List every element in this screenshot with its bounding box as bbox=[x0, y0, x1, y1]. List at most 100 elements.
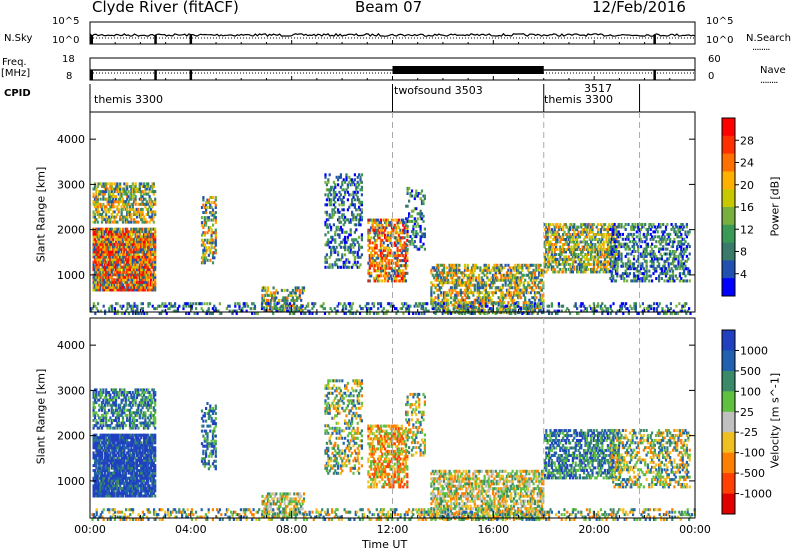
echo-cell bbox=[379, 251, 382, 255]
echo-cell bbox=[209, 302, 212, 306]
echo-cell bbox=[293, 298, 296, 302]
echo-cell bbox=[605, 267, 608, 271]
echo-cell bbox=[663, 230, 666, 234]
echo-cell bbox=[149, 218, 153, 222]
echo-cell bbox=[487, 263, 490, 267]
echo-cell bbox=[678, 267, 681, 271]
echo-cell bbox=[112, 205, 115, 209]
echo-cell bbox=[152, 220, 155, 224]
echo-cell bbox=[602, 255, 605, 259]
echo-cell bbox=[121, 285, 125, 289]
echo-cell bbox=[381, 261, 384, 265]
echo-cell bbox=[252, 307, 255, 311]
echo-cell bbox=[658, 235, 661, 239]
echo-cell bbox=[413, 222, 416, 226]
echo-cell bbox=[368, 271, 371, 275]
echo-cell bbox=[678, 230, 681, 234]
echo-cell bbox=[265, 303, 268, 307]
echo-cell bbox=[119, 200, 122, 204]
echo-cell bbox=[635, 242, 638, 246]
echo-cell bbox=[96, 197, 99, 201]
echo-cell bbox=[339, 193, 342, 197]
echo-cell bbox=[510, 286, 513, 290]
echo-cell bbox=[451, 278, 454, 282]
echo-cell bbox=[494, 263, 497, 267]
echo-cell bbox=[102, 195, 105, 199]
echo-cell bbox=[135, 275, 139, 279]
echo-cell bbox=[438, 306, 441, 310]
echo-cell bbox=[332, 198, 335, 202]
echo-cell bbox=[128, 192, 132, 196]
echo-cell bbox=[119, 227, 122, 231]
echo-cell bbox=[615, 238, 618, 241]
echo-cell bbox=[114, 230, 118, 234]
echo-cell bbox=[140, 288, 143, 292]
echo-cell bbox=[205, 201, 208, 204]
echo-cell bbox=[567, 230, 570, 234]
echo-cell bbox=[395, 231, 398, 235]
echo-cell bbox=[435, 266, 439, 270]
echo-cell bbox=[341, 188, 344, 192]
echo-cell bbox=[92, 253, 95, 256]
echo-cell bbox=[114, 255, 118, 259]
echo-cell bbox=[349, 230, 352, 234]
echo-cell bbox=[339, 240, 342, 244]
echo-cell bbox=[504, 308, 507, 312]
echo-cell bbox=[378, 233, 381, 237]
echo-cell bbox=[96, 235, 99, 239]
echo-cell bbox=[441, 263, 444, 267]
echo-cell bbox=[493, 263, 496, 267]
echo-cell bbox=[265, 291, 268, 295]
echo-cell bbox=[632, 232, 636, 236]
echo-cell bbox=[337, 183, 340, 187]
echo-cell bbox=[606, 248, 609, 251]
echo-cell bbox=[673, 264, 676, 268]
echo-cell bbox=[301, 288, 304, 292]
echo-cell bbox=[338, 210, 341, 214]
echo-cell bbox=[397, 271, 401, 275]
echo-cell bbox=[381, 266, 384, 270]
echo-cell bbox=[409, 192, 412, 195]
echo-cell bbox=[687, 230, 690, 234]
echo-cell bbox=[123, 278, 126, 282]
echo-cell bbox=[399, 231, 402, 235]
echo-cell bbox=[448, 271, 451, 275]
echo-cell bbox=[605, 250, 608, 254]
echo-cell bbox=[120, 283, 123, 287]
echo-cell bbox=[149, 280, 153, 284]
echo-cell bbox=[130, 218, 133, 222]
echo-cell bbox=[581, 255, 584, 259]
echo-cell bbox=[659, 247, 662, 251]
echo-cell bbox=[403, 246, 406, 250]
echo-cell bbox=[96, 278, 99, 282]
echo-cell bbox=[117, 232, 120, 236]
echo-cell bbox=[102, 258, 105, 262]
echo-cell bbox=[151, 263, 154, 267]
echo-cell bbox=[133, 273, 136, 277]
echo-cell bbox=[406, 307, 409, 311]
echo-cell bbox=[368, 256, 371, 260]
echo-cell bbox=[137, 190, 140, 194]
echo-cell bbox=[574, 233, 577, 236]
echo-cell bbox=[133, 260, 136, 264]
echo-cell bbox=[144, 247, 147, 251]
echo-cell bbox=[130, 253, 133, 256]
echo-cell bbox=[552, 233, 555, 236]
echo-cell bbox=[124, 250, 127, 254]
echo-cell bbox=[214, 206, 217, 209]
echo-cell bbox=[124, 220, 127, 224]
echo-cell bbox=[487, 296, 490, 300]
echo-cell bbox=[567, 255, 570, 259]
echo-cell bbox=[583, 245, 586, 249]
echo-cell bbox=[128, 263, 132, 267]
echo-cell bbox=[116, 253, 119, 256]
echo-cell bbox=[358, 183, 361, 187]
echo-cell bbox=[538, 308, 541, 312]
echo-cell bbox=[105, 187, 108, 191]
echo-cell bbox=[327, 193, 330, 197]
echo-cell bbox=[570, 250, 573, 254]
echo-cell bbox=[145, 260, 148, 264]
echo-cell bbox=[225, 307, 228, 311]
echo-cell bbox=[203, 302, 206, 306]
echo-cell bbox=[144, 240, 147, 244]
